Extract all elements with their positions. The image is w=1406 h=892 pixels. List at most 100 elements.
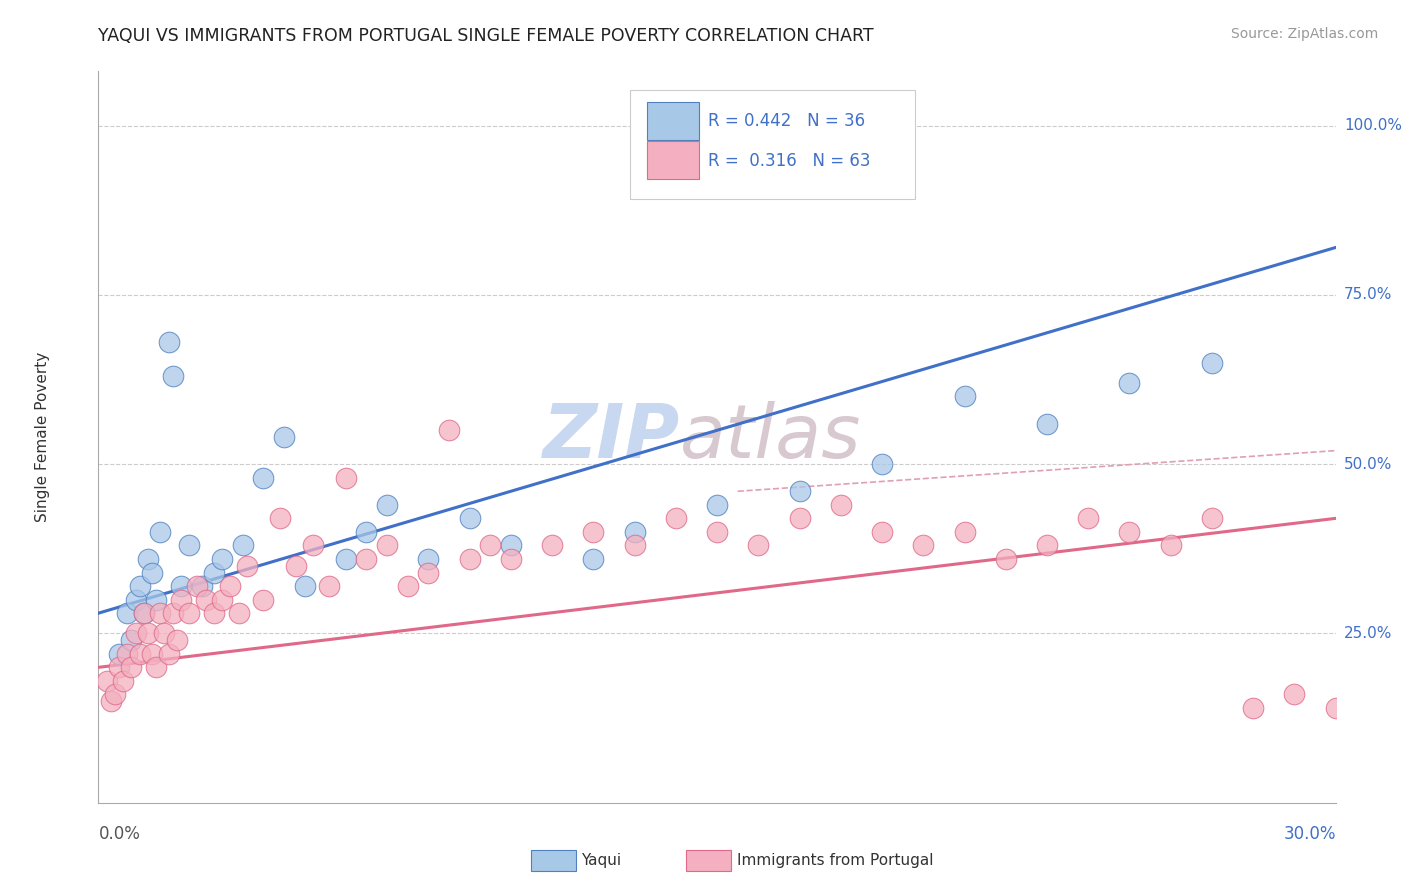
Point	[202, 606, 225, 620]
Point	[396, 579, 419, 593]
Point	[202, 566, 225, 580]
Point	[194, 592, 217, 607]
Point	[124, 592, 146, 607]
Point	[179, 538, 201, 552]
Point	[418, 552, 440, 566]
Point	[236, 558, 259, 573]
Point	[153, 626, 176, 640]
Point	[162, 606, 184, 620]
Point	[136, 552, 159, 566]
Point	[124, 626, 146, 640]
Point	[157, 647, 180, 661]
Point	[104, 688, 127, 702]
Point	[149, 606, 172, 620]
Point	[318, 579, 340, 593]
Point	[108, 660, 131, 674]
Point	[141, 647, 163, 661]
Text: Source: ZipAtlas.com: Source: ZipAtlas.com	[1230, 27, 1378, 41]
Point	[128, 647, 150, 661]
Point	[582, 524, 605, 539]
Point	[157, 335, 180, 350]
Text: 30.0%: 30.0%	[1284, 825, 1336, 843]
Point	[232, 538, 254, 552]
Point	[1284, 688, 1306, 702]
Point	[418, 566, 440, 580]
Text: atlas: atlas	[681, 401, 862, 473]
Point	[1036, 417, 1059, 431]
Point	[870, 524, 893, 539]
Point	[128, 579, 150, 593]
Point	[166, 633, 188, 648]
Point	[1036, 538, 1059, 552]
Point	[179, 606, 201, 620]
Point	[953, 389, 976, 403]
Point	[994, 552, 1017, 566]
Point	[186, 579, 208, 593]
Point	[108, 647, 131, 661]
Point	[582, 552, 605, 566]
Text: ZIP: ZIP	[543, 401, 681, 474]
Point	[120, 633, 142, 648]
Text: 0.0%: 0.0%	[98, 825, 141, 843]
Point	[953, 524, 976, 539]
Point	[541, 538, 564, 552]
Point	[136, 626, 159, 640]
Point	[335, 471, 357, 485]
FancyBboxPatch shape	[647, 102, 699, 140]
Point	[211, 552, 233, 566]
Point	[479, 538, 502, 552]
Point	[1241, 701, 1264, 715]
Point	[789, 511, 811, 525]
Point	[623, 524, 645, 539]
Point	[375, 538, 398, 552]
Text: 50.0%: 50.0%	[1344, 457, 1392, 472]
Point	[458, 511, 481, 525]
Point	[1201, 511, 1223, 525]
Point	[747, 538, 769, 552]
Text: Yaqui: Yaqui	[581, 854, 621, 868]
Point	[1201, 355, 1223, 369]
Point	[269, 511, 291, 525]
Point	[117, 606, 139, 620]
Point	[117, 647, 139, 661]
Point	[912, 538, 935, 552]
Point	[789, 484, 811, 499]
Point	[458, 552, 481, 566]
Text: YAQUI VS IMMIGRANTS FROM PORTUGAL SINGLE FEMALE POVERTY CORRELATION CHART: YAQUI VS IMMIGRANTS FROM PORTUGAL SINGLE…	[98, 27, 875, 45]
Point	[190, 579, 212, 593]
Point	[302, 538, 325, 552]
Point	[1346, 688, 1368, 702]
Text: Single Female Poverty: Single Female Poverty	[35, 352, 51, 522]
FancyBboxPatch shape	[630, 90, 915, 200]
Text: R =  0.316   N = 63: R = 0.316 N = 63	[709, 152, 870, 169]
Point	[211, 592, 233, 607]
Text: 25.0%: 25.0%	[1344, 626, 1392, 641]
Point	[870, 457, 893, 471]
Point	[706, 498, 728, 512]
Point	[1118, 524, 1140, 539]
Point	[132, 606, 155, 620]
Point	[252, 471, 274, 485]
Point	[706, 524, 728, 539]
Point	[356, 552, 378, 566]
Point	[294, 579, 316, 593]
Point	[1118, 376, 1140, 390]
Point	[170, 579, 193, 593]
Point	[96, 673, 118, 688]
Point	[162, 369, 184, 384]
Point	[145, 592, 167, 607]
Point	[100, 694, 122, 708]
Point	[170, 592, 193, 607]
Point	[437, 423, 460, 437]
Point	[273, 430, 295, 444]
Point	[665, 511, 688, 525]
Text: R = 0.442   N = 36: R = 0.442 N = 36	[709, 112, 866, 130]
Point	[499, 552, 522, 566]
Point	[623, 538, 645, 552]
Text: Immigrants from Portugal: Immigrants from Portugal	[737, 854, 934, 868]
Text: 75.0%: 75.0%	[1344, 287, 1392, 302]
Point	[375, 498, 398, 512]
Point	[141, 566, 163, 580]
Point	[120, 660, 142, 674]
Point	[112, 673, 135, 688]
